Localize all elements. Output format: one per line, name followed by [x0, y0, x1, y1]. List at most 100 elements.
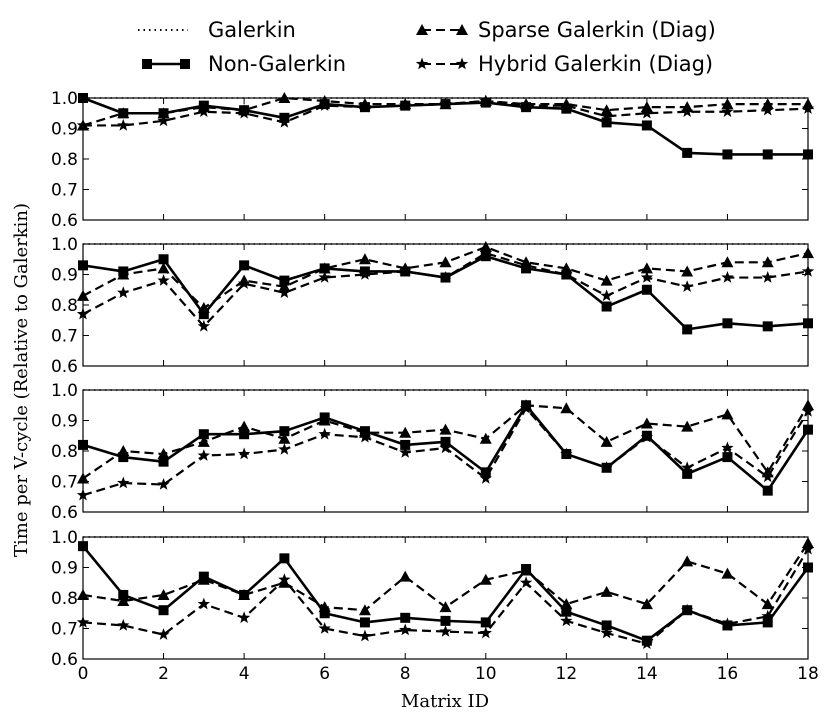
y-tick-label: 0.7: [51, 327, 78, 347]
data-point-sparse-galerkin-diag: [479, 241, 492, 253]
data-point-non-galerkin: [762, 321, 773, 332]
data-point-non-galerkin: [521, 263, 532, 274]
data-point-sparse-galerkin-diag: [761, 466, 774, 478]
data-point-non-galerkin: [158, 108, 169, 119]
panel-frame: [82, 536, 809, 660]
data-point-non-galerkin: [480, 617, 491, 628]
data-point-non-galerkin: [118, 266, 129, 277]
data-point-non-galerkin: [359, 266, 370, 277]
x-tick-label: 12: [556, 664, 578, 684]
data-point-non-galerkin: [118, 452, 129, 463]
data-point-non-galerkin: [440, 272, 451, 283]
data-point-non-galerkin: [682, 147, 693, 158]
data-point-sparse-galerkin-diag: [439, 256, 452, 268]
data-point-sparse-galerkin-diag: [761, 256, 774, 268]
data-point-hybrid-galerkin-diag: [560, 614, 573, 627]
data-point-non-galerkin: [198, 571, 209, 582]
data-point-non-galerkin: [359, 617, 370, 628]
data-point-sparse-galerkin-diag: [640, 101, 653, 113]
data-point-non-galerkin: [682, 468, 693, 479]
legend-item-galerkin: Galerkin: [138, 18, 296, 42]
data-point-hybrid-galerkin-diag: [278, 442, 291, 455]
data-point-hybrid-galerkin-diag: [117, 118, 130, 131]
y-tick-label: 0.9: [51, 559, 78, 579]
data-point-non-galerkin: [319, 412, 330, 423]
panel-3: 0.6 0.7 0.8 0.9 1.0: [51, 381, 815, 523]
data-point-non-galerkin: [440, 615, 451, 626]
data-point-sparse-galerkin-diag: [358, 253, 371, 265]
series-non-galerkin: [78, 541, 813, 646]
y-tick-label: 0.8: [51, 442, 78, 462]
panel-frame: [82, 389, 809, 513]
data-point-sparse-galerkin-diag: [600, 435, 613, 447]
data-point-hybrid-galerkin-diag: [197, 597, 211, 610]
data-point-sparse-galerkin-diag: [600, 104, 613, 116]
data-point-non-galerkin: [561, 269, 572, 280]
data-point-non-galerkin: [641, 635, 652, 646]
data-point-non-galerkin: [521, 564, 532, 575]
data-point-sparse-galerkin-diag: [721, 256, 734, 268]
data-point-hybrid-galerkin-diag: [600, 289, 613, 302]
data-point-non-galerkin: [480, 467, 491, 478]
y-tick-label: 0.6: [51, 650, 78, 670]
legend-marker-sparse-galerkin-diag: [456, 24, 468, 35]
data-point-non-galerkin: [561, 103, 572, 114]
data-point-hybrid-galerkin-diag: [318, 427, 331, 440]
data-point-non-galerkin: [239, 429, 250, 440]
data-point-non-galerkin: [561, 449, 572, 460]
x-tick-label: 6: [319, 664, 330, 684]
y-tick-label: 0.7: [51, 620, 78, 640]
y-axis-title: Time per V-cycle (Relative to Galerkin): [11, 203, 32, 557]
data-point-hybrid-galerkin-diag: [237, 447, 251, 460]
legend-item-sparse-galerkin-diag: Sparse Galerkin (Diag): [416, 18, 716, 42]
data-point-non-galerkin: [198, 100, 209, 111]
x-tick-label: 10: [475, 664, 497, 684]
data-point-sparse-galerkin-diag: [238, 420, 251, 432]
data-point-sparse-galerkin-diag: [681, 420, 694, 432]
legend: Galerkin Sparse Galerkin (Diag) Non-Galerk…: [138, 18, 716, 76]
data-point-non-galerkin: [400, 612, 411, 623]
data-point-hybrid-galerkin-diag: [600, 109, 613, 122]
data-point-hybrid-galerkin-diag: [479, 471, 492, 484]
data-point-non-galerkin: [521, 102, 532, 113]
y-tick-label: 1.0: [51, 235, 78, 255]
data-point-hybrid-galerkin-diag: [157, 628, 170, 640]
data-point-hybrid-galerkin-diag: [197, 449, 211, 461]
data-point-non-galerkin: [762, 617, 773, 628]
data-point-non-galerkin: [279, 112, 290, 123]
data-point-sparse-galerkin-diag: [681, 555, 694, 567]
data-point-sparse-galerkin-diag: [681, 265, 694, 277]
panel-2: 0.6 0.7 0.8 0.9 1.0: [51, 235, 815, 377]
data-point-hybrid-galerkin-diag: [157, 274, 170, 286]
data-point-non-galerkin: [319, 263, 330, 274]
panel-frame: [82, 97, 809, 221]
x-tick-label: 8: [400, 664, 411, 684]
data-point-non-galerkin: [400, 266, 411, 277]
y-tick-label: 0.6: [51, 503, 78, 523]
data-point-hybrid-galerkin-diag: [157, 478, 170, 490]
data-point-sparse-galerkin-diag: [600, 274, 613, 286]
data-point-hybrid-galerkin-diag: [358, 629, 372, 642]
data-point-non-galerkin: [480, 251, 491, 262]
data-point-sparse-galerkin-diag: [197, 435, 210, 447]
data-point-non-galerkin: [319, 608, 330, 619]
data-point-sparse-galerkin-diag: [640, 262, 653, 274]
data-point-sparse-galerkin-diag: [560, 598, 573, 610]
data-point-non-galerkin: [561, 606, 572, 617]
x-tick-label: 14: [636, 664, 658, 684]
data-point-non-galerkin: [239, 260, 250, 271]
data-point-non-galerkin: [400, 439, 411, 450]
legend-marker-sparse-galerkin-diag: [416, 24, 428, 35]
legend-marker-hybrid-galerkin-diag: [455, 57, 469, 70]
data-point-hybrid-galerkin-diag: [761, 609, 774, 622]
chart-panels: 0.60.70.80.91.00.60.70.80.91.00.60.70.80…: [51, 89, 819, 684]
data-point-hybrid-galerkin-diag: [721, 441, 734, 454]
series-line-sparse-galerkin-diag: [82, 542, 809, 612]
legend-marker-non-galerkin: [142, 59, 152, 69]
y-tick-label: 0.8: [51, 589, 78, 609]
series-sparse-galerkin-diag: [77, 537, 814, 616]
data-point-non-galerkin: [279, 275, 290, 286]
data-point-sparse-galerkin-diag: [439, 601, 452, 613]
data-point-sparse-galerkin-diag: [439, 423, 452, 435]
data-point-hybrid-galerkin-diag: [399, 623, 412, 636]
